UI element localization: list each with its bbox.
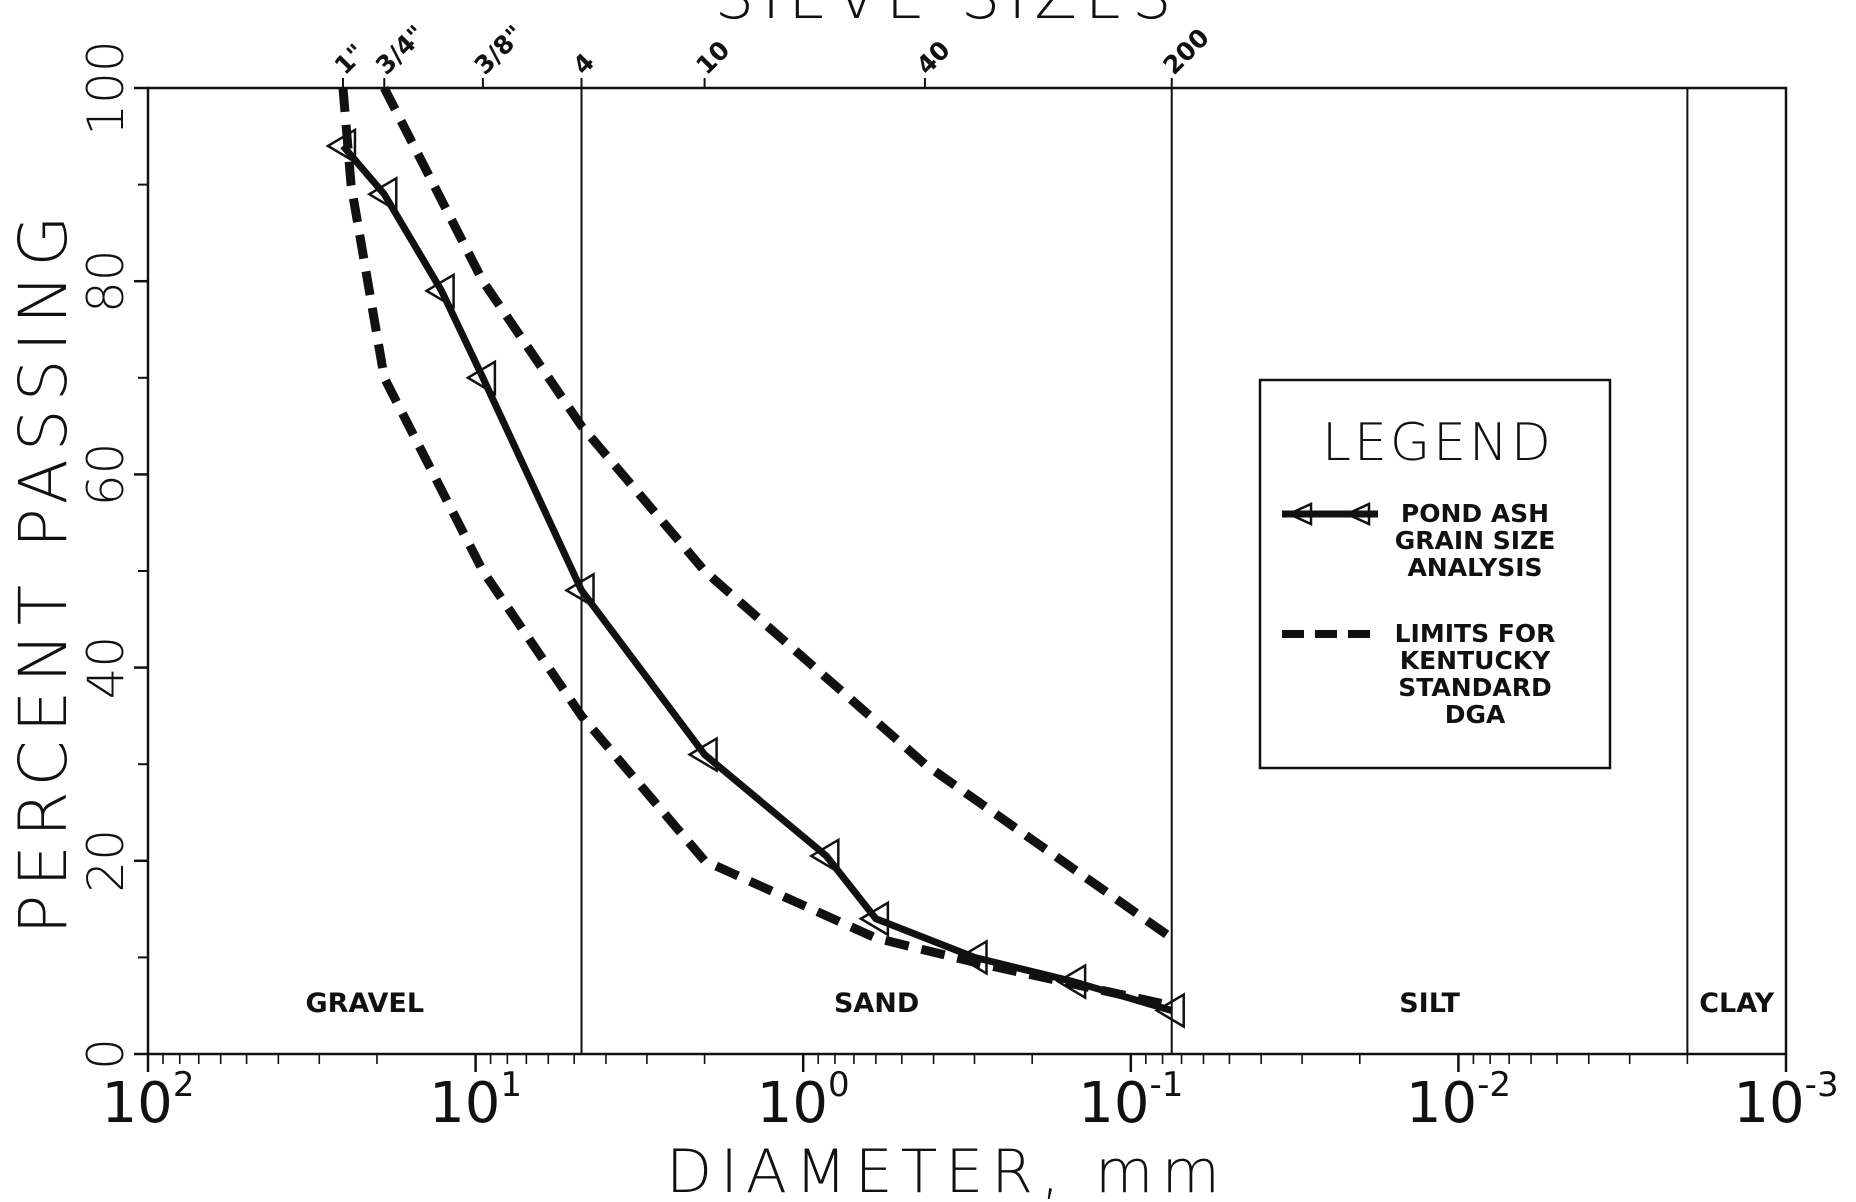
data-point-marker bbox=[858, 900, 890, 937]
legend-marker bbox=[1285, 502, 1313, 526]
sieve-label: 1" bbox=[329, 38, 371, 80]
chart-title: SIEVE SIZES bbox=[715, 0, 1180, 33]
sieve-label: 40 bbox=[911, 35, 956, 80]
series-line-2 bbox=[338, 87, 1173, 1011]
y-tick-label: 80 bbox=[77, 249, 135, 313]
data-point-marker bbox=[424, 272, 455, 310]
x-tick-label: 100 bbox=[757, 1065, 850, 1136]
legend-label-line: LIMITS FOR bbox=[1395, 619, 1556, 648]
sieve-label: 3/4" bbox=[370, 19, 431, 80]
y-tick-label: 0 bbox=[77, 1038, 135, 1070]
x-tick-label: 10-2 bbox=[1406, 1065, 1511, 1136]
x-tick-label-base: 10 bbox=[102, 1071, 173, 1136]
x-tick-label: 102 bbox=[102, 1065, 195, 1136]
x-tick-label: 10-1 bbox=[1078, 1065, 1183, 1136]
y-tick-label: 100 bbox=[77, 40, 135, 135]
sieve-label: 10 bbox=[690, 35, 735, 80]
data-point-marker bbox=[1154, 992, 1185, 1029]
data-point-marker bbox=[1055, 963, 1087, 1000]
y-tick-label: 40 bbox=[77, 636, 135, 700]
legend-box bbox=[1258, 378, 1612, 770]
x-tick-label-base: 10 bbox=[1733, 1071, 1804, 1136]
zone-label-gravel: GRAVEL bbox=[305, 988, 424, 1019]
x-tick-label-exponent: 2 bbox=[173, 1065, 195, 1105]
x-tick-label-exponent: -3 bbox=[1805, 1065, 1839, 1105]
legend-marker bbox=[1343, 502, 1371, 526]
y-axis-title: PERCENT PASSING bbox=[5, 207, 82, 934]
x-tick-label-base: 10 bbox=[1078, 1071, 1149, 1136]
legend-label-line: ANALYSIS bbox=[1407, 553, 1542, 582]
x-tick-label-base: 10 bbox=[429, 1071, 500, 1136]
data-point-marker bbox=[687, 736, 718, 773]
zone-label-clay: CLAY bbox=[1699, 988, 1774, 1019]
zone-label-silt: SILT bbox=[1399, 988, 1460, 1019]
legend-label-line: STANDARD bbox=[1398, 673, 1552, 702]
data-point-marker bbox=[465, 359, 497, 396]
x-tick-label-exponent: -2 bbox=[1477, 1065, 1511, 1105]
legend-label-line: POND ASH bbox=[1401, 499, 1549, 528]
legend-title: LEGEND bbox=[1322, 413, 1554, 473]
sieve-label: 4 bbox=[567, 47, 600, 80]
x-tick-label-exponent: -1 bbox=[1149, 1065, 1183, 1105]
zone-label-sand: SAND bbox=[834, 988, 919, 1019]
x-tick-label-base: 10 bbox=[1406, 1071, 1477, 1136]
x-tick-label-exponent: 1 bbox=[500, 1065, 522, 1105]
y-tick-label: 60 bbox=[77, 443, 135, 507]
x-tick-label: 10-3 bbox=[1733, 1065, 1838, 1136]
x-tick-label-exponent: 0 bbox=[828, 1065, 850, 1105]
data-point-marker bbox=[366, 176, 398, 213]
data-point-marker bbox=[564, 572, 595, 609]
legend-label-line: KENTUCKY bbox=[1400, 646, 1551, 675]
legend-label-line: GRAIN SIZE bbox=[1395, 526, 1556, 555]
x-axis-title: DIAMETER, mm bbox=[666, 1137, 1228, 1202]
legend-label-line: DGA bbox=[1445, 700, 1506, 729]
series-line-1 bbox=[380, 85, 1175, 942]
x-tick-label: 101 bbox=[429, 1065, 522, 1136]
x-tick-label-base: 10 bbox=[757, 1071, 828, 1136]
y-tick-label: 20 bbox=[77, 829, 135, 893]
data-point-marker bbox=[325, 127, 357, 165]
sieve-label: 3/8" bbox=[469, 19, 530, 80]
data-point-marker bbox=[808, 837, 840, 875]
